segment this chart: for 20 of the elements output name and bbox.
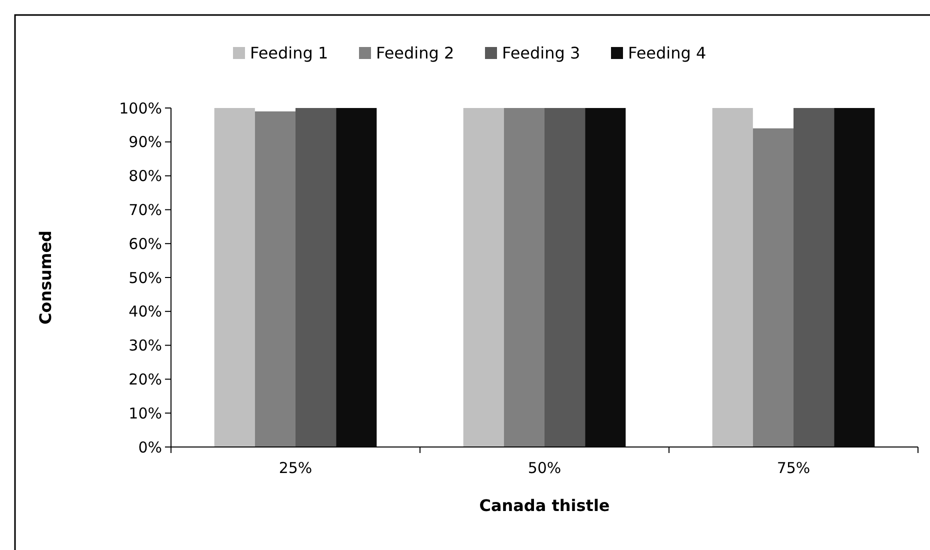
legend-label: Feeding 2: [376, 44, 454, 63]
y-tick-label: 100%: [119, 99, 162, 118]
legend-label: Feeding 1: [250, 44, 328, 63]
y-tick-label: 40%: [128, 302, 162, 321]
y-tick-label: 20%: [128, 370, 162, 388]
y-tick-label: 50%: [128, 268, 162, 287]
y-tick-label: 70%: [128, 200, 162, 219]
y-tick-label: 30%: [128, 336, 162, 355]
x-tick-label: 25%: [278, 459, 312, 477]
x-axis-title: Canada thistle: [479, 496, 610, 515]
y-tick-label: 80%: [128, 167, 162, 186]
y-tick-label: 0%: [138, 438, 162, 456]
y-tick-label: 90%: [128, 133, 162, 152]
x-tick-label: 75%: [776, 459, 810, 477]
y-tick-label: 60%: [128, 234, 162, 253]
x-tick-label: 50%: [528, 459, 562, 477]
y-tick-label: 10%: [128, 404, 162, 422]
legend-label: Feeding 3: [502, 44, 580, 63]
y-axis-title: Consumed: [36, 230, 55, 325]
legend-label: Feeding 4: [628, 44, 706, 63]
